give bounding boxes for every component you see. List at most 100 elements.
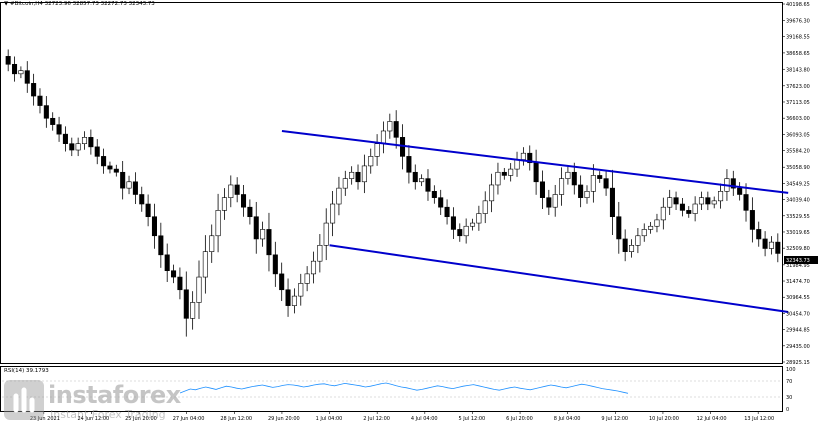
candle-body: [438, 197, 444, 208]
candle-body: [247, 206, 253, 218]
candle-body: [266, 229, 272, 256]
candle-body: [628, 245, 635, 252]
candle-body: [361, 165, 367, 183]
logo-tagline: Instant Forex Trading: [50, 408, 166, 421]
candle-body: [737, 187, 743, 195]
candle-body: [419, 178, 425, 183]
candle-body: [43, 105, 49, 119]
candle-body: [5, 56, 11, 65]
candle-body: [62, 133, 68, 144]
time-tick-label: 10 Jul 20:00: [649, 416, 679, 422]
candle-body: [380, 130, 386, 144]
rsi-label: RSI(14) 39.1793: [4, 368, 49, 374]
candle-body: [107, 165, 113, 170]
candle-body: [285, 289, 291, 306]
price-tick-label: 39676.30: [786, 19, 810, 25]
candle-body: [749, 210, 755, 230]
candle-body: [158, 235, 164, 256]
time-tick-label: 24 Jun 12:00: [77, 416, 109, 422]
price-tick-label: 28925.15: [786, 360, 810, 366]
price-axis: 40198.65 39676.30 39168.55 38658.65 38143.80…: [782, 2, 810, 366]
candle-body: [190, 302, 196, 319]
rsi-level-label: 70: [786, 379, 792, 385]
price-tick-label: 37623.00: [786, 84, 810, 90]
price-tick-label: 33529.55: [786, 214, 810, 220]
candle-body: [151, 216, 158, 237]
candle-body: [113, 168, 119, 173]
candle-body: [253, 216, 259, 240]
time-tick-label: 23 Jun 2021: [30, 416, 60, 422]
price-tick-label: 35584.20: [786, 149, 810, 155]
candle-body: [686, 210, 692, 214]
candle-body: [450, 216, 456, 230]
candle-body: [508, 168, 514, 176]
price-tick-label: 32509.80: [786, 246, 810, 252]
price-tick-label: 40198.65: [786, 2, 810, 8]
candle-body: [584, 191, 590, 198]
candle-body: [24, 70, 30, 84]
candle-body: [762, 238, 768, 249]
candle-body: [768, 241, 774, 249]
candle-body: [514, 159, 520, 170]
time-tick-label: 1 Jul 04:00: [316, 416, 343, 422]
main-plot-frame: [0, 2, 783, 364]
candle-body: [50, 117, 56, 125]
instaforex-logo: instaforex Instant Forex Trading: [4, 378, 181, 422]
candle-body: [393, 121, 399, 138]
candle-body: [412, 171, 418, 183]
candle-body: [145, 203, 151, 218]
current-price-label: 32343.73: [786, 258, 810, 264]
candles-group: [5, 49, 781, 337]
candle-body: [164, 254, 170, 272]
candle-body: [139, 194, 145, 205]
candle-body: [215, 210, 221, 237]
candle-body: [81, 137, 88, 144]
price-tick-label: 36093.05: [786, 132, 810, 138]
candle-body: [120, 171, 126, 189]
symbol-label: #Bitcoin,H4: [9, 1, 43, 7]
time-tick-label: 5 Jul 12:00: [458, 416, 485, 422]
rsi-line: [179, 382, 629, 394]
candle-body: [374, 143, 380, 157]
candle-body: [221, 197, 227, 211]
chart-header: ▼ #Bitcoin,H4 32723.96 32857.73 32272.73…: [4, 1, 155, 8]
candle-body: [431, 191, 437, 198]
candle-body: [406, 156, 412, 173]
candle-body: [330, 203, 336, 224]
price-tick-label: 35058.90: [786, 165, 810, 171]
price-tick-label: 34549.25: [786, 181, 810, 187]
candle-body: [654, 219, 660, 227]
candle-body: [209, 235, 215, 252]
chevron-down-icon[interactable]: ▼: [4, 1, 9, 7]
candle-body: [126, 181, 132, 189]
candle-body: [279, 273, 285, 291]
candle-body: [387, 121, 393, 132]
candle-body: [559, 178, 565, 195]
logo-graphic: [4, 380, 44, 420]
candle-body: [457, 229, 463, 237]
candle-body: [132, 181, 138, 195]
candle-body: [260, 229, 266, 240]
channel-lines-group: [281, 129, 789, 313]
candle-body: [679, 203, 685, 211]
candle-body: [310, 260, 317, 275]
candle-body: [228, 184, 234, 198]
candle-body: [75, 143, 81, 151]
current-price-tag: 32343.73: [784, 256, 818, 264]
price-tick-label: 38658.65: [786, 51, 810, 57]
candle-body: [578, 184, 584, 198]
rsi-level-label: 30: [786, 395, 792, 401]
candle-body: [336, 187, 342, 205]
candle-body: [730, 178, 736, 189]
candle-body: [743, 194, 749, 211]
candle-body: [546, 197, 552, 208]
candle-body: [609, 187, 615, 218]
channel-upper-line: [281, 129, 789, 194]
candle-body: [317, 245, 323, 262]
candle-body: [463, 225, 469, 237]
candle-body: [775, 241, 781, 254]
candle-body: [342, 178, 348, 189]
time-tick-label: 6 Jul 20:00: [506, 416, 533, 422]
